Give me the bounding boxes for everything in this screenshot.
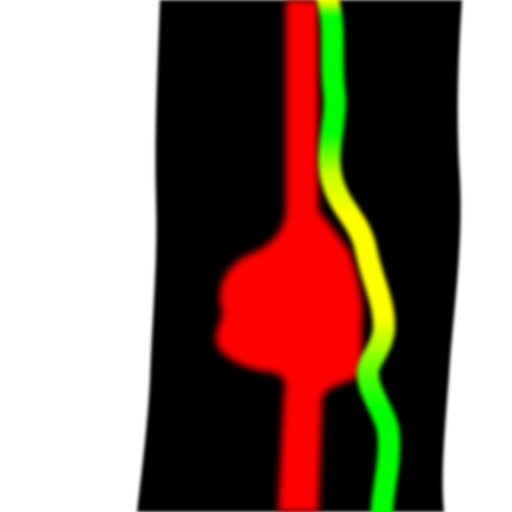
red-region bbox=[215, 0, 363, 512]
green-yellow-line bbox=[317, 0, 400, 512]
